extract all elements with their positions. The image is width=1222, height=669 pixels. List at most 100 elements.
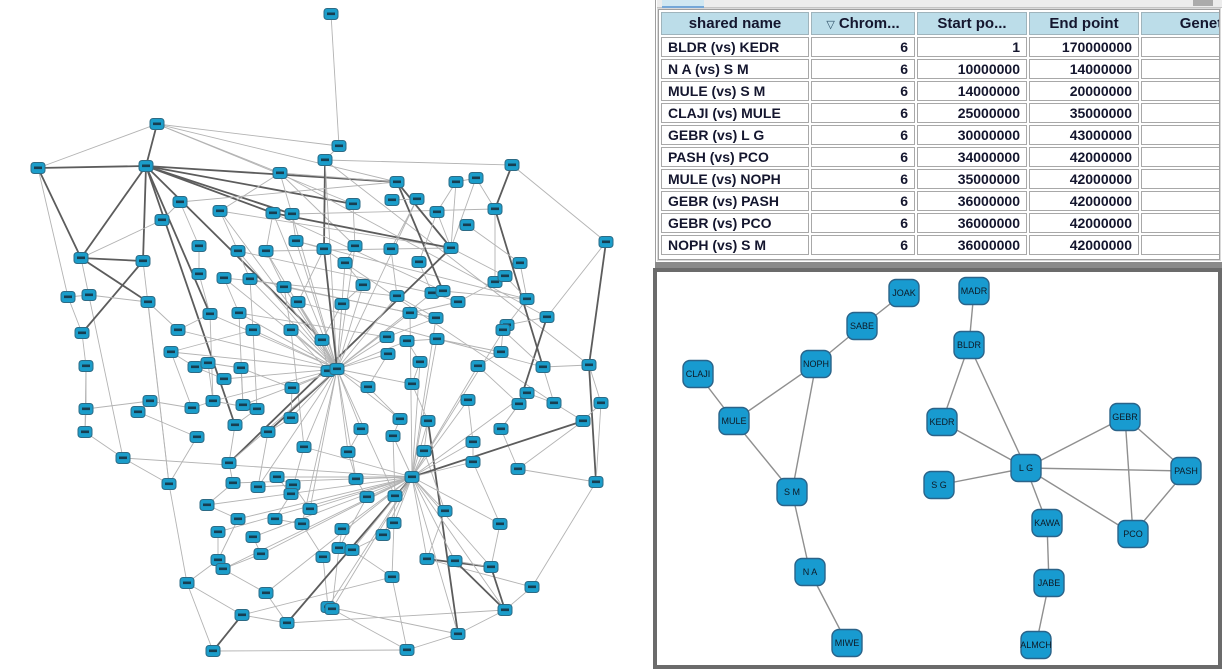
network-node[interactable]: [347, 240, 363, 252]
network-node[interactable]: [510, 463, 526, 475]
table-cell[interactable]: 6: [811, 125, 915, 145]
network-node[interactable]: [161, 478, 177, 490]
network-node[interactable]: [231, 307, 247, 319]
network-node[interactable]: [468, 172, 484, 184]
table-cell[interactable]: NOPH (vs) S M: [661, 235, 809, 255]
network-node[interactable]: [245, 531, 261, 543]
filter-funnel-icon[interactable]: ▽: [826, 19, 835, 31]
network-node[interactable]: [353, 423, 369, 435]
table-row[interactable]: MULE (vs) S M614000000200000007.5: [661, 81, 1219, 101]
table-row[interactable]: N A (vs) S M610000000140000006.6: [661, 59, 1219, 79]
network-node[interactable]: [389, 290, 405, 302]
table-cell[interactable]: 42000000: [1029, 169, 1139, 189]
network-node-kedr[interactable]: KEDR: [926, 407, 958, 437]
table-row[interactable]: MULE (vs) NOPH6350000004200000010.5: [661, 169, 1219, 189]
table-cell[interactable]: 6: [811, 59, 915, 79]
table-cell[interactable]: 6: [811, 81, 915, 101]
network-node[interactable]: [459, 219, 475, 231]
table-cell[interactable]: 20000000: [1029, 81, 1139, 101]
network-node[interactable]: [337, 257, 353, 269]
network-node[interactable]: [581, 359, 597, 371]
network-node-pco[interactable]: PCO: [1117, 519, 1149, 549]
network-node[interactable]: [288, 235, 304, 247]
network-node[interactable]: [385, 430, 401, 442]
table-row[interactable]: CLAJI (vs) MULE625000000350000005.9: [661, 103, 1219, 123]
network-node[interactable]: [296, 441, 312, 453]
network-node[interactable]: [411, 256, 427, 268]
network-node[interactable]: [267, 513, 283, 525]
table-cell[interactable]: 36000000: [917, 235, 1027, 255]
network-node[interactable]: [258, 587, 274, 599]
network-node[interactable]: [138, 160, 154, 172]
network-node-almch[interactable]: ALMCH: [1020, 630, 1052, 660]
network-node[interactable]: [233, 362, 249, 374]
table-cell[interactable]: 6.6: [1141, 59, 1219, 79]
network-node[interactable]: [360, 381, 376, 393]
table-tab-fragment[interactable]: [662, 0, 704, 8]
table-cell[interactable]: 14000000: [917, 81, 1027, 101]
network-node-madr[interactable]: MADR: [958, 276, 990, 306]
network-node[interactable]: [519, 387, 535, 399]
network-node[interactable]: [216, 272, 232, 284]
network-node[interactable]: [331, 140, 347, 152]
network-node[interactable]: [179, 577, 195, 589]
network-node[interactable]: [387, 490, 403, 502]
table-row[interactable]: GEBR (vs) L G6300000004300000016.9: [661, 125, 1219, 145]
network-node[interactable]: [443, 242, 459, 254]
table-cell[interactable]: 36000000: [917, 213, 1027, 233]
network-node[interactable]: [163, 346, 179, 358]
network-node[interactable]: [140, 296, 156, 308]
network-node[interactable]: [187, 361, 203, 373]
network-node-sm[interactable]: S M: [776, 477, 808, 507]
network-node[interactable]: [429, 206, 445, 218]
table-cell[interactable]: 6: [811, 191, 915, 211]
network-node[interactable]: [470, 360, 486, 372]
network-node-gebr[interactable]: GEBR: [1109, 402, 1141, 432]
network-node[interactable]: [386, 517, 402, 529]
network-node[interactable]: [344, 544, 360, 556]
table-cell[interactable]: 6: [811, 169, 915, 189]
network-node[interactable]: [492, 518, 508, 530]
table-cell[interactable]: MULE (vs) NOPH: [661, 169, 809, 189]
network-node[interactable]: [437, 505, 453, 517]
table-cell[interactable]: N A (vs) S M: [661, 59, 809, 79]
network-node[interactable]: [524, 581, 540, 593]
network-node[interactable]: [493, 423, 509, 435]
network-node[interactable]: [283, 412, 299, 424]
table-cell[interactable]: 30000000: [917, 125, 1027, 145]
table-cell[interactable]: 8.9: [1141, 191, 1219, 211]
network-node[interactable]: [290, 296, 306, 308]
table-cell[interactable]: 192.0: [1141, 37, 1219, 57]
network-node[interactable]: [384, 194, 400, 206]
table-cell[interactable]: 9.9: [1141, 235, 1219, 255]
network-node[interactable]: [250, 481, 266, 493]
table-cell[interactable]: 36000000: [917, 191, 1027, 211]
network-node-mule[interactable]: MULE: [718, 406, 750, 436]
network-node[interactable]: [227, 419, 243, 431]
network-node[interactable]: [345, 198, 361, 210]
table-cell[interactable]: 42000000: [1029, 213, 1139, 233]
network-node[interactable]: [392, 413, 408, 425]
network-node[interactable]: [497, 604, 513, 616]
network-node[interactable]: [199, 499, 215, 511]
table-row[interactable]: NOPH (vs) S M636000000420000009.9: [661, 235, 1219, 255]
table-row[interactable]: BLDR (vs) KEDR61170000000192.0: [661, 37, 1219, 57]
network-node[interactable]: [81, 289, 97, 301]
network-node[interactable]: [495, 324, 511, 336]
network-node[interactable]: [154, 214, 170, 226]
network-node[interactable]: [497, 270, 513, 282]
column-header-chrom[interactable]: ▽ Chrom...: [811, 12, 915, 35]
network-node[interactable]: [512, 257, 528, 269]
network-node[interactable]: [383, 243, 399, 255]
network-node[interactable]: [200, 357, 216, 369]
table-cell[interactable]: GEBR (vs) PCO: [661, 213, 809, 233]
network-node[interactable]: [302, 503, 318, 515]
network-node[interactable]: [487, 203, 503, 215]
network-node[interactable]: [412, 356, 428, 368]
network-node[interactable]: [334, 298, 350, 310]
network-node-claji[interactable]: CLAJI: [682, 359, 714, 389]
network-node[interactable]: [202, 308, 218, 320]
network-node[interactable]: [269, 471, 285, 483]
column-header-endpoint[interactable]: End point: [1029, 12, 1139, 35]
network-node[interactable]: [249, 403, 265, 415]
